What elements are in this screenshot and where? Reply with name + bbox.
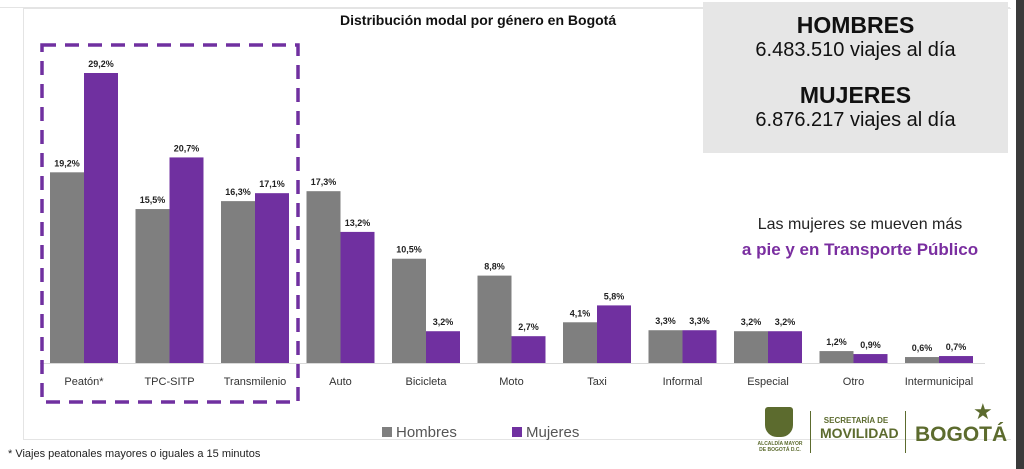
- women-header: MUJERES: [799, 82, 912, 108]
- bar-mujeres: [426, 331, 460, 363]
- data-label: 19,2%: [54, 158, 80, 168]
- bar-hombres: [477, 275, 512, 363]
- crest-caption: ALCALDÍA MAYOR DE BOGOTÁ D.C.: [757, 441, 803, 453]
- secretaria-label: SECRETARÍA DE: [823, 416, 889, 425]
- movilidad-label: MOVILIDAD: [820, 425, 899, 441]
- data-label: 3,2%: [741, 317, 762, 327]
- x-tick-label: TPC-SITP: [144, 376, 194, 388]
- bar-hombres: [135, 209, 170, 363]
- x-tick-label: Moto: [499, 376, 523, 388]
- bar-mujeres: [84, 73, 118, 363]
- chart-frame: [23, 8, 1011, 440]
- bar-mujeres: [511, 336, 546, 363]
- bar-hombres: [306, 191, 341, 363]
- bar-mujeres: [939, 356, 973, 363]
- bar-mujeres: [853, 354, 888, 363]
- data-label: 3,2%: [433, 317, 454, 327]
- data-label: 3,3%: [689, 316, 710, 326]
- x-tick-label: Transmilenio: [224, 376, 287, 388]
- men-header: HOMBRES: [796, 12, 915, 38]
- bar-hombres: [734, 331, 768, 363]
- data-label: 2,7%: [518, 322, 539, 332]
- men-trips: 6.483.510 viajes al día: [755, 39, 956, 61]
- bar-mujeres: [768, 331, 802, 363]
- bar-mujeres: [340, 231, 375, 363]
- x-tick-label: Bicicleta: [406, 376, 448, 388]
- bar-mujeres: [597, 305, 631, 363]
- x-tick-label: Especial: [747, 376, 789, 388]
- annotation-line1: Las mujeres se mueven más: [757, 216, 963, 233]
- x-tick-label: Informal: [663, 376, 703, 388]
- top-divider: [0, 7, 1010, 8]
- women-trips: 6.876.217 viajes al día: [755, 109, 956, 131]
- x-tick-label: Intermunicipal: [905, 376, 973, 388]
- data-label: 5,8%: [604, 291, 625, 301]
- data-label: 8,8%: [484, 262, 505, 272]
- bar-hombres: [392, 258, 426, 363]
- logos: ALCALDÍA MAYOR DE BOGOTÁ D.C. SECRETARÍA…: [755, 399, 1008, 460]
- crest-icon: [765, 407, 793, 437]
- data-label: 10,5%: [396, 245, 422, 255]
- star-icon: ★: [973, 399, 993, 424]
- x-tick-label: Auto: [329, 376, 352, 388]
- bar-hombres: [819, 351, 854, 363]
- x-tick-label: Peatón*: [64, 376, 104, 388]
- annotation-line2: a pie y en Transporte Público: [741, 240, 979, 259]
- bar-hombres: [648, 330, 683, 363]
- data-label: 15,5%: [140, 195, 166, 205]
- footnote: * Viajes peatonales mayores o iguales a …: [8, 448, 261, 460]
- bar-mujeres: [255, 193, 289, 363]
- chart-title: Distribución modal por género en Bogotá: [340, 12, 617, 28]
- bar-mujeres: [169, 157, 204, 363]
- logo-divider: [905, 411, 906, 453]
- data-label: 4,1%: [570, 308, 591, 318]
- legend-swatch-hombres: [382, 427, 392, 437]
- data-label: 29,2%: [88, 59, 114, 69]
- data-label: 3,3%: [655, 316, 676, 326]
- bar-hombres: [221, 201, 255, 363]
- x-tick-label: Otro: [843, 376, 864, 388]
- legend-label-hombres: Hombres: [396, 424, 457, 441]
- data-label: 17,3%: [311, 177, 337, 187]
- data-label: 1,2%: [826, 337, 847, 347]
- data-label: 17,1%: [259, 179, 285, 189]
- bar-hombres: [50, 172, 84, 363]
- highlight-box: [40, 43, 300, 404]
- legend-item-mujeres: Mujeres: [512, 424, 579, 441]
- data-label: 0,6%: [912, 343, 933, 353]
- bogota-logo: BOGOTÁ: [915, 423, 1008, 446]
- data-label: 16,3%: [225, 187, 251, 197]
- legend-item-hombres: Hombres: [382, 424, 457, 441]
- data-label: 13,2%: [345, 218, 371, 228]
- bar-mujeres: [682, 330, 717, 363]
- data-label: 3,2%: [775, 317, 796, 327]
- data-label: 20,7%: [174, 143, 200, 153]
- legend-label-mujeres: Mujeres: [526, 424, 580, 441]
- trip-stats-box: HOMBRES 6.483.510 viajes al día MUJERES …: [703, 2, 1008, 153]
- bar-hombres: [905, 357, 939, 363]
- logo-divider: [810, 411, 811, 453]
- window-edge: [1016, 0, 1024, 469]
- bar-hombres: [563, 322, 597, 363]
- data-label: 0,7%: [946, 342, 967, 352]
- legend-swatch-mujeres: [512, 427, 522, 437]
- x-tick-label: Taxi: [587, 376, 607, 388]
- data-label: 0,9%: [860, 340, 881, 350]
